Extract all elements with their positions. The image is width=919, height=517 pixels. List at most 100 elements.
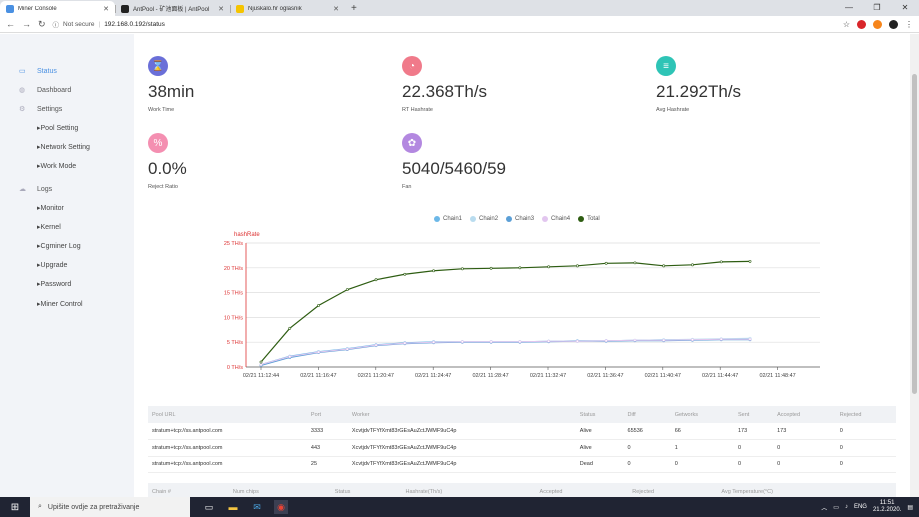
tab-close-icon[interactable]: ✕ (103, 5, 109, 13)
tab-title: AntPool - 矿池面板 | AntPool (133, 7, 210, 13)
fox-extension-icon[interactable] (873, 19, 882, 29)
sidebar-subitem[interactable]: ▸Password (0, 275, 134, 294)
y-tick-label: 25 TH/s (224, 241, 243, 247)
table-cell: Alive (575, 439, 624, 457)
sidebar-item-status[interactable]: ▭ Status (0, 62, 134, 81)
legend-label: Total (587, 216, 600, 222)
language-indicator[interactable]: ENG (853, 504, 867, 510)
scrollbar-thumb[interactable] (912, 74, 917, 394)
legend-item[interactable]: Chain2 (470, 216, 498, 222)
close-window-icon[interactable]: ✕ (901, 3, 909, 12)
fan-icon: ✿ (402, 133, 422, 153)
column-header: Chain # (148, 483, 229, 500)
sidebar-subitem[interactable]: ▸Upgrade (0, 256, 134, 275)
address-bar: ← → ↻ ⓘ Not secure | 192.168.0.192/statu… (0, 16, 919, 33)
browser-tab[interactable]: Miner Console ✕ (0, 1, 115, 16)
sidebar-subitem-label: Password (40, 281, 72, 289)
sidebar-subitem-label: Cgminer Log (40, 242, 81, 250)
x-tick-label: 02/21 11:24:47 (415, 373, 451, 379)
sidebar-item-settings[interactable]: ⚙ Settings (0, 100, 134, 119)
reload-icon[interactable]: ↻ (38, 18, 46, 29)
tray-chevron-icon[interactable]: ︿ (821, 505, 828, 512)
caret-right-icon: ▸ (37, 163, 41, 171)
sidebar-subitem[interactable]: ▸Work Mode (0, 157, 134, 176)
browser-tab[interactable]: Njuskalo.hr oglasnik ✕ (230, 1, 345, 16)
tab-title: Njuskalo.hr oglasnik (248, 5, 302, 12)
file-explorer-icon[interactable]: ▬ (228, 502, 238, 512)
clock-time: 11:51 (879, 500, 895, 506)
table-cell: 3333 (306, 423, 348, 440)
legend-label: Chain3 (515, 216, 535, 222)
legend-item[interactable]: Chain3 (506, 216, 534, 222)
sidebar-subitem[interactable]: ▸Kernel (0, 218, 134, 237)
url-field[interactable]: ⓘ Not secure | 192.168.0.192/status (52, 19, 165, 30)
hourglass-icon: ⌛ (148, 56, 168, 76)
sidebar-item-label: Logs (37, 185, 53, 193)
sidebar-subitem[interactable]: ▸Monitor (0, 199, 134, 218)
table-cell: 65536 (623, 423, 671, 440)
url-separator: | (98, 20, 101, 28)
browser-tabstrip: Miner Console ✕ AntPool - 矿池面板 | AntPool ✕ N… (0, 0, 919, 16)
network-icon[interactable]: ▭ (833, 504, 839, 511)
minimize-icon[interactable]: — (845, 3, 853, 12)
security-label: Not secure (63, 20, 95, 28)
profile-avatar[interactable] (889, 19, 898, 29)
sidebar-item-dashboard[interactable]: ◍ Dashboard (0, 81, 134, 100)
caret-right-icon: ▸ (37, 262, 41, 270)
tab-close-icon[interactable]: ✕ (333, 5, 339, 13)
bookmark-star-icon[interactable]: ☆ (842, 19, 850, 29)
shield-extension-icon[interactable] (857, 19, 866, 29)
x-tick-label: 02/21 11:28:47 (472, 373, 508, 379)
tab-favicon-icon (236, 4, 244, 13)
sidebar-subitem[interactable]: ▸Miner Control (0, 295, 134, 314)
data-point (604, 339, 608, 343)
window-controls: — ❐ ✕ (835, 0, 919, 16)
new-tab-button[interactable]: + (351, 3, 357, 14)
legend-item[interactable]: Total (578, 216, 600, 222)
task-view-icon[interactable]: ▭ (204, 501, 214, 512)
page-scrollbar[interactable] (910, 34, 919, 497)
data-point (604, 261, 608, 265)
legend-item[interactable]: Chain1 (434, 216, 462, 222)
table-cell: 1 (670, 439, 734, 457)
x-tick-label: 02/21 11:36:47 (587, 373, 623, 379)
series-line-chain4 (260, 338, 750, 366)
menu-dots-icon[interactable]: ⋮ (905, 19, 913, 29)
data-point (345, 347, 349, 351)
sidebar-subitem[interactable]: ▸Network Setting (0, 138, 134, 157)
sidebar-subitem[interactable]: ▸Pool Setting (0, 119, 134, 138)
column-header: Avg Temperature(°C) (717, 483, 896, 500)
url-text[interactable]: 192.168.0.192/status (104, 20, 165, 28)
data-point (345, 288, 349, 292)
table-cell: 0 (835, 439, 896, 457)
system-tray: ︿ ▭ ♪ ENG 11:51 21.2.2020. ▤ (821, 500, 919, 514)
legend-item[interactable]: Chain4 (542, 216, 570, 222)
back-icon[interactable]: ← (6, 19, 15, 29)
clock[interactable]: 11:51 21.2.2020. (873, 500, 901, 514)
y-tick-label: 5 TH/s (227, 340, 243, 346)
stat-label: Avg Hashrate (656, 107, 690, 113)
tab-close-icon[interactable]: ✕ (218, 5, 224, 13)
taskbar-search[interactable]: ⌕ Upišite ovdje za pretraživanje (30, 497, 190, 517)
y-tick-label: 0 TH/s (227, 365, 243, 371)
table-cell: 173 (733, 423, 774, 440)
stat-label: RT Hashrate (402, 107, 433, 113)
column-header: Pool URL (148, 406, 307, 423)
table-cell: XcvtjdvTFYfXmt83rGEsAuZctJWMF9uC4p (347, 456, 576, 473)
chrome-icon[interactable]: ◉ (274, 500, 288, 514)
sidebar-subitem[interactable]: ▸Cgminer Log (0, 237, 134, 256)
forward-icon[interactable]: → (22, 19, 31, 29)
data-point (518, 266, 522, 270)
browser-tab[interactable]: AntPool - 矿池面板 | AntPool ✕ (115, 1, 230, 16)
notifications-icon[interactable]: ▤ (907, 504, 913, 511)
y-axis-title: hashRate (234, 232, 260, 238)
info-icon[interactable]: ⓘ (52, 22, 60, 29)
restore-icon[interactable]: ❐ (873, 3, 881, 12)
volume-icon[interactable]: ♪ (844, 504, 848, 510)
windows-start-icon[interactable]: ⊞ (10, 501, 20, 513)
sidebar-item-logs[interactable]: ☁ Logs (0, 180, 134, 199)
sidebar: ▭ Status ◍ Dashboard ⚙ Settings ▸Pool Setting ▸… (0, 34, 134, 497)
table-cell: 0 (773, 456, 836, 473)
mail-icon[interactable]: ✉ (253, 501, 261, 512)
data-point (259, 363, 263, 366)
